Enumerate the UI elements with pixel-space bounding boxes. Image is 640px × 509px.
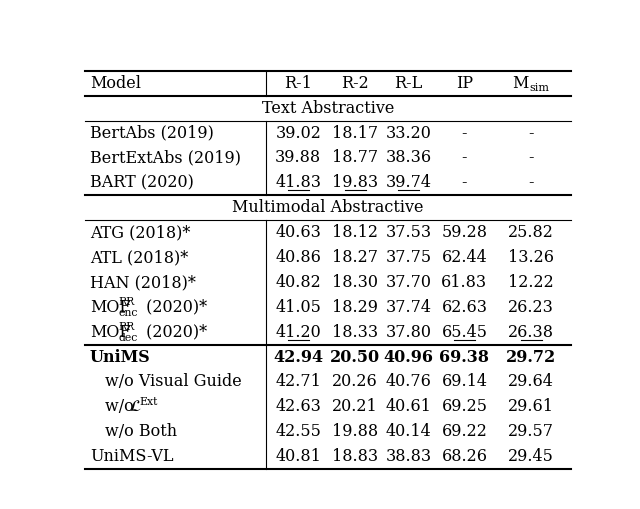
Text: 26.38: 26.38 xyxy=(508,324,554,341)
Text: IP: IP xyxy=(456,75,473,92)
Text: 37.70: 37.70 xyxy=(385,274,431,291)
Text: 39.88: 39.88 xyxy=(275,150,321,166)
Text: 42.94: 42.94 xyxy=(273,349,323,365)
Text: 20.50: 20.50 xyxy=(330,349,380,365)
Text: 65.45: 65.45 xyxy=(442,324,488,341)
Text: M: M xyxy=(512,75,529,92)
Text: 29.57: 29.57 xyxy=(508,423,554,440)
Text: w/o Both: w/o Both xyxy=(105,423,177,440)
Text: 18.83: 18.83 xyxy=(332,448,378,465)
Text: 40.63: 40.63 xyxy=(275,224,321,241)
Text: 41.05: 41.05 xyxy=(275,299,321,316)
Text: 62.44: 62.44 xyxy=(442,249,487,266)
Text: 29.72: 29.72 xyxy=(506,349,557,365)
Text: 69.22: 69.22 xyxy=(442,423,487,440)
Text: 37.74: 37.74 xyxy=(385,299,431,316)
Text: RR: RR xyxy=(118,297,135,307)
Text: 25.82: 25.82 xyxy=(508,224,554,241)
Text: 41.20: 41.20 xyxy=(275,324,321,341)
Text: RR: RR xyxy=(118,322,135,332)
Text: 41.83: 41.83 xyxy=(275,175,321,191)
Text: 42.55: 42.55 xyxy=(275,423,321,440)
Text: 40.14: 40.14 xyxy=(385,423,431,440)
Text: BertAbs (2019): BertAbs (2019) xyxy=(90,125,214,142)
Text: HAN (2018)*: HAN (2018)* xyxy=(90,274,196,291)
Text: 29.61: 29.61 xyxy=(508,399,554,415)
Text: 62.63: 62.63 xyxy=(442,299,488,316)
Text: 29.45: 29.45 xyxy=(508,448,554,465)
Text: 69.14: 69.14 xyxy=(442,374,488,390)
Text: 19.83: 19.83 xyxy=(332,175,378,191)
Text: $\mathcal{L}$: $\mathcal{L}$ xyxy=(129,399,141,415)
Text: (2020)*: (2020)* xyxy=(141,299,207,316)
Text: UniMS-VL: UniMS-VL xyxy=(90,448,173,465)
Text: -: - xyxy=(461,150,467,166)
Text: 18.27: 18.27 xyxy=(332,249,378,266)
Text: 18.12: 18.12 xyxy=(332,224,378,241)
Text: 18.29: 18.29 xyxy=(332,299,378,316)
Text: BART (2020): BART (2020) xyxy=(90,175,194,191)
Text: Ext: Ext xyxy=(139,397,157,407)
Text: 40.86: 40.86 xyxy=(275,249,321,266)
Text: MOF: MOF xyxy=(90,324,131,341)
Text: 29.64: 29.64 xyxy=(508,374,554,390)
Text: dec: dec xyxy=(118,333,138,343)
Text: 18.77: 18.77 xyxy=(332,150,378,166)
Text: R-L: R-L xyxy=(394,75,422,92)
Text: 33.20: 33.20 xyxy=(385,125,431,142)
Text: 69.38: 69.38 xyxy=(440,349,490,365)
Text: 13.26: 13.26 xyxy=(508,249,554,266)
Text: ATL (2018)*: ATL (2018)* xyxy=(90,249,188,266)
Text: 42.63: 42.63 xyxy=(275,399,321,415)
Text: 26.23: 26.23 xyxy=(508,299,554,316)
Text: 20.21: 20.21 xyxy=(332,399,378,415)
Text: 18.30: 18.30 xyxy=(332,274,378,291)
Text: enc: enc xyxy=(118,308,138,318)
Text: -: - xyxy=(529,125,534,142)
Text: 69.25: 69.25 xyxy=(442,399,488,415)
Text: -: - xyxy=(461,125,467,142)
Text: 68.26: 68.26 xyxy=(442,448,488,465)
Text: 42.71: 42.71 xyxy=(275,374,321,390)
Text: 38.83: 38.83 xyxy=(385,448,431,465)
Text: 59.28: 59.28 xyxy=(442,224,488,241)
Text: BertExtAbs (2019): BertExtAbs (2019) xyxy=(90,150,241,166)
Text: 18.33: 18.33 xyxy=(332,324,378,341)
Text: -: - xyxy=(461,175,467,191)
Text: -: - xyxy=(529,175,534,191)
Text: 37.53: 37.53 xyxy=(385,224,431,241)
Text: 61.83: 61.83 xyxy=(442,274,488,291)
Text: Model: Model xyxy=(90,75,141,92)
Text: 39.74: 39.74 xyxy=(385,175,431,191)
Text: w/o: w/o xyxy=(105,399,139,415)
Text: Multimodal Abstractive: Multimodal Abstractive xyxy=(232,199,424,216)
Text: 38.36: 38.36 xyxy=(385,150,431,166)
Text: ATG (2018)*: ATG (2018)* xyxy=(90,224,190,241)
Text: -: - xyxy=(529,150,534,166)
Text: sim: sim xyxy=(530,83,550,93)
Text: 40.96: 40.96 xyxy=(383,349,433,365)
Text: w/o Visual Guide: w/o Visual Guide xyxy=(105,374,241,390)
Text: 40.81: 40.81 xyxy=(275,448,321,465)
Text: MOF: MOF xyxy=(90,299,131,316)
Text: 39.02: 39.02 xyxy=(275,125,321,142)
Text: 19.88: 19.88 xyxy=(332,423,378,440)
Text: 37.80: 37.80 xyxy=(385,324,431,341)
Text: 12.22: 12.22 xyxy=(509,274,554,291)
Text: UniMS: UniMS xyxy=(90,349,150,365)
Text: 18.17: 18.17 xyxy=(332,125,378,142)
Text: 40.61: 40.61 xyxy=(385,399,431,415)
Text: Text Abstractive: Text Abstractive xyxy=(262,100,394,117)
Text: R-2: R-2 xyxy=(341,75,369,92)
Text: 40.82: 40.82 xyxy=(275,274,321,291)
Text: 40.76: 40.76 xyxy=(385,374,431,390)
Text: (2020)*: (2020)* xyxy=(141,324,207,341)
Text: R-1: R-1 xyxy=(284,75,312,92)
Text: 37.75: 37.75 xyxy=(385,249,431,266)
Text: 20.26: 20.26 xyxy=(332,374,378,390)
